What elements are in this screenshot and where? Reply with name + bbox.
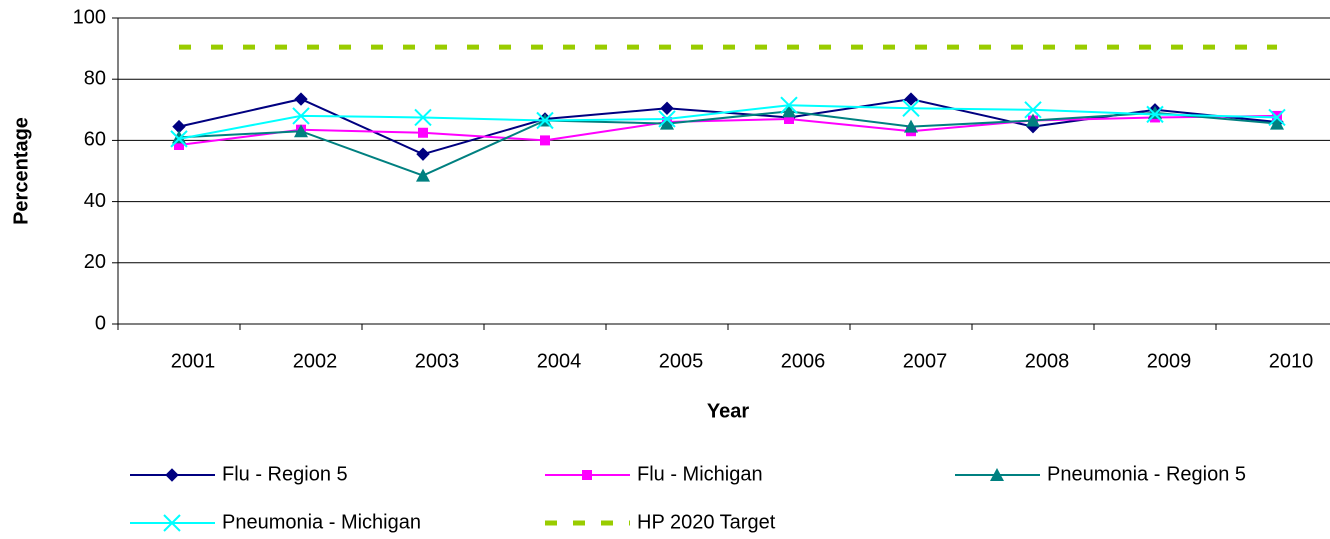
marker <box>292 107 310 125</box>
x-tick-label: 2010 <box>1269 350 1314 372</box>
legend-marker <box>163 514 181 532</box>
marker <box>416 147 430 161</box>
marker <box>1270 116 1284 130</box>
x-tick-label: 2008 <box>1025 350 1070 372</box>
marker <box>1148 105 1162 119</box>
y-tick-label: 20 <box>84 251 106 273</box>
marker <box>170 130 188 148</box>
x-axis-title: Year <box>707 400 749 422</box>
marker <box>782 104 796 118</box>
marker <box>784 113 794 124</box>
marker <box>658 110 676 128</box>
legend-marker <box>165 468 179 482</box>
legend-label: Flu - Michigan <box>637 463 763 485</box>
x-tick-label: 2006 <box>781 350 826 372</box>
x-tick-label: 2003 <box>415 350 460 372</box>
legend-label: Flu - Region 5 <box>222 463 348 485</box>
legend-label: Pneumonia - Michigan <box>222 511 421 533</box>
marker <box>416 168 430 182</box>
marker <box>536 111 554 130</box>
marker <box>904 119 918 133</box>
marker <box>1024 101 1042 119</box>
marker <box>540 135 550 146</box>
marker <box>414 108 432 127</box>
y-tick-label: 40 <box>84 190 106 212</box>
marker <box>418 127 428 138</box>
legend-label: Pneumonia - Region 5 <box>1047 463 1246 485</box>
x-tick-label: 2001 <box>171 350 216 372</box>
marker <box>172 130 186 144</box>
x-tick-label: 2007 <box>903 350 948 372</box>
x-tick-label: 2002 <box>293 350 338 372</box>
marker <box>294 124 308 138</box>
marker <box>660 101 674 115</box>
y-axis-title: Percentage <box>10 117 32 225</box>
marker <box>902 99 920 117</box>
marker <box>1272 110 1282 121</box>
y-tick-label: 80 <box>84 67 106 89</box>
y-tick-label: 0 <box>95 312 106 334</box>
x-tick-label: 2005 <box>659 350 704 372</box>
marker <box>780 96 798 114</box>
y-tick-label: 100 <box>73 6 106 28</box>
marker <box>1026 113 1040 127</box>
y-tick-label: 60 <box>84 129 106 151</box>
series-line <box>178 114 1278 146</box>
x-tick-label: 2004 <box>537 350 582 372</box>
marker <box>1146 105 1164 124</box>
series-line <box>178 110 1278 177</box>
marker <box>660 116 674 130</box>
legend-marker <box>582 470 592 480</box>
legend-marker <box>990 468 1004 481</box>
series-line <box>178 104 1278 140</box>
marker <box>294 92 308 106</box>
legend-label: HP 2020 Target <box>637 511 776 533</box>
marker <box>174 139 184 150</box>
marker <box>904 92 918 106</box>
marker <box>1268 108 1286 127</box>
x-tick-label: 2009 <box>1147 350 1192 372</box>
